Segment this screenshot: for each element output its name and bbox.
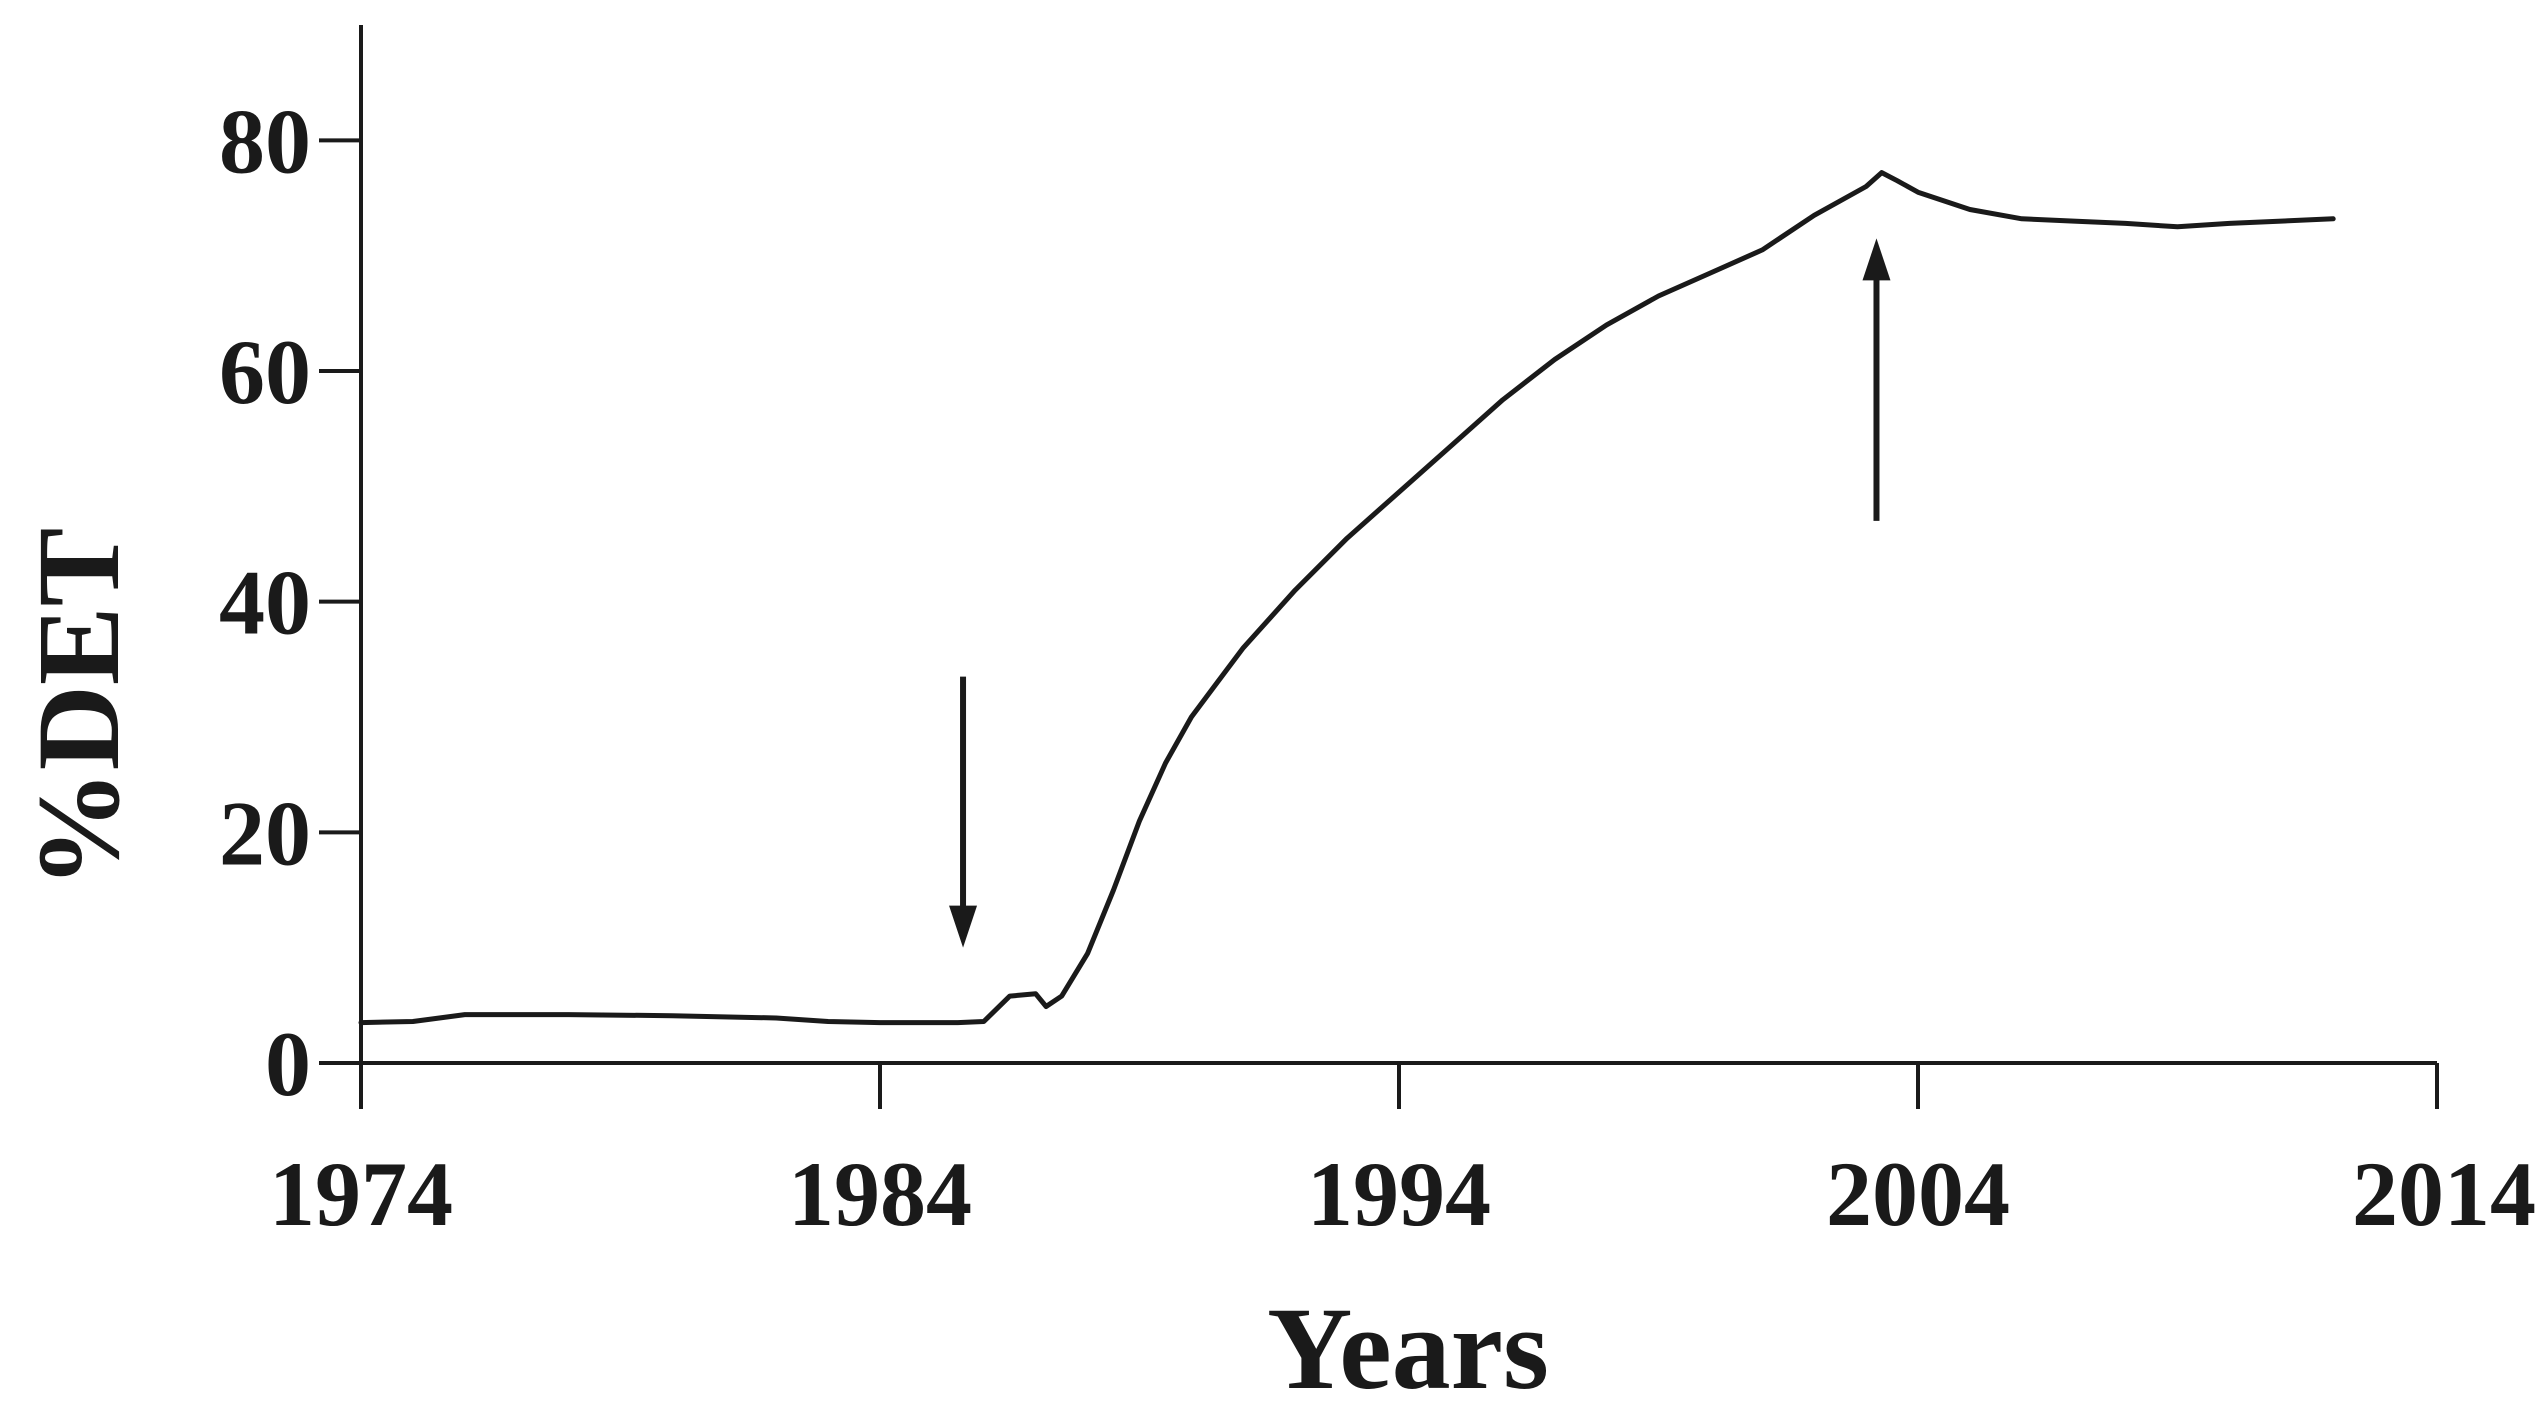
- down-arrow: [949, 676, 978, 948]
- y-tick-label: 80: [219, 90, 311, 192]
- x-tick-label: 2004: [1826, 1143, 2010, 1245]
- y-tick-label: 0: [265, 1013, 311, 1115]
- arrow-head: [949, 905, 978, 948]
- y-axis-title: %DET: [13, 528, 144, 889]
- x-axis-title: Years: [1267, 1283, 1549, 1414]
- x-tick-label: 1984: [788, 1143, 972, 1245]
- y-tick-label: 40: [219, 552, 311, 654]
- series-line: [358, 170, 2336, 1026]
- x-tick-label: 1994: [1307, 1143, 1491, 1245]
- up-arrow: [1862, 238, 1891, 521]
- series: [358, 170, 2336, 1026]
- ticks: 0 20 40 60 80 1974 1984 1994 2004 2014: [219, 90, 2536, 1245]
- arrow-head: [1862, 238, 1891, 281]
- y-tick-label: 20: [219, 782, 311, 884]
- y-tick-label: 60: [219, 321, 311, 423]
- annotations: [949, 238, 1891, 948]
- x-tick-label: 2014: [2352, 1143, 2536, 1245]
- x-tick-label: 1974: [269, 1143, 453, 1245]
- axes: [359, 25, 2437, 1065]
